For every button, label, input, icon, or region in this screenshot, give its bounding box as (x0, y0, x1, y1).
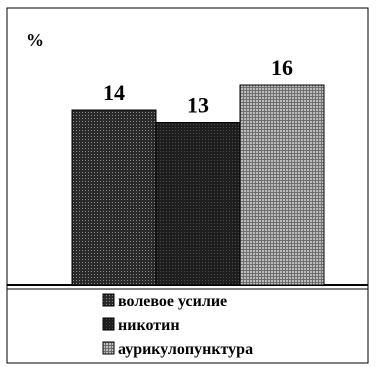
y-axis-label: % (26, 30, 44, 50)
legend-entry-3: аурикулопунктура (118, 341, 253, 358)
legend-entry-2: никотин (118, 317, 180, 334)
data-label-1: 14 (103, 80, 125, 105)
bar-2 (155, 122, 241, 286)
legend-swatch-3 (102, 341, 115, 355)
bars (71, 84, 325, 286)
bar-1 (71, 109, 157, 286)
legend-box (6, 288, 369, 364)
bar-3 (239, 84, 325, 286)
legend-entry-1: волевое усилие (118, 293, 227, 310)
legend-swatch-1 (102, 293, 115, 307)
data-label-3: 16 (271, 55, 293, 80)
data-labels: 14 13 16 (103, 55, 293, 118)
legend-swatch-2 (102, 317, 115, 331)
legend: волевое усилие никотин аурикулопунктура (102, 293, 253, 358)
data-label-2: 13 (187, 93, 209, 118)
